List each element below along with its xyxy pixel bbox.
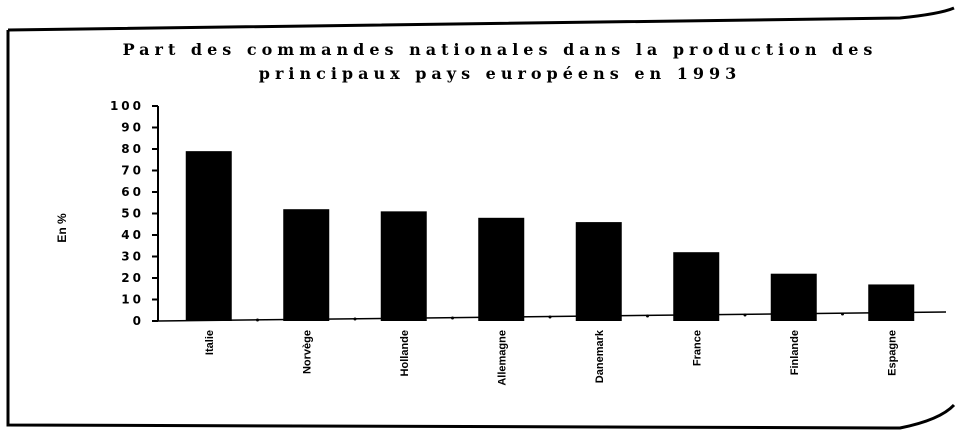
- x-tick-label: Finlande: [789, 330, 801, 375]
- x-tick-label: Hollande: [399, 330, 411, 376]
- y-tick-label: 40: [121, 228, 144, 242]
- x-tick-label: Norvège: [301, 330, 313, 374]
- bar-france: [673, 252, 720, 321]
- x-axis-line: [157, 311, 947, 322]
- chart-title-line-2: principaux pays européens en 1993: [258, 64, 742, 83]
- bar-allemagne: [478, 217, 525, 321]
- y-tick-label: 0: [133, 314, 144, 328]
- x-tick-label: Allemagne: [496, 330, 508, 386]
- y-tick-label: 60: [121, 185, 144, 199]
- bar-espagne: [868, 284, 915, 321]
- chart-title: Part des commandes nationales dans la pr…: [90, 38, 910, 86]
- x-tick-label: Danemark: [594, 329, 606, 383]
- bar-hollande: [380, 211, 427, 321]
- x-tick-label: Espagne: [886, 330, 898, 376]
- chart-title-line-1: Part des commandes nationales dans la pr…: [122, 40, 878, 59]
- y-tick-label: 10: [121, 293, 144, 307]
- x-tick-label: Italie: [204, 330, 216, 355]
- frame-border: [6, 6, 956, 430]
- y-tick-label: 100: [110, 99, 144, 113]
- bar-finlande: [770, 273, 817, 321]
- y-axis-label: En %: [55, 213, 69, 243]
- bars: [185, 151, 915, 321]
- x-tick-mark: [548, 315, 552, 319]
- x-tick-mark: [646, 314, 649, 318]
- x-tick-mark: [451, 316, 454, 320]
- bar-italie: [185, 151, 232, 321]
- bar-danemark: [575, 222, 622, 321]
- y-tick-label: 90: [121, 121, 144, 135]
- y-tick-label: 50: [121, 207, 144, 221]
- x-tick-mark: [353, 317, 357, 321]
- bar-norvège: [283, 209, 330, 321]
- x-labels: Italie Norvège Hollande Allemagne Danemark Fr…: [204, 312, 898, 386]
- x-tick-mark: [841, 312, 844, 316]
- y-tick-label: 80: [121, 142, 144, 156]
- y-tick-label: 30: [121, 250, 144, 264]
- x-tick-label: France: [691, 330, 703, 366]
- y-ticks: 0 10 20 30 40 50 60 70 80 90 100: [110, 99, 158, 328]
- y-tick-label: 20: [121, 271, 144, 285]
- x-tick-mark: [256, 318, 259, 322]
- y-tick-label: 70: [121, 164, 144, 178]
- x-tick-mark: [743, 313, 747, 317]
